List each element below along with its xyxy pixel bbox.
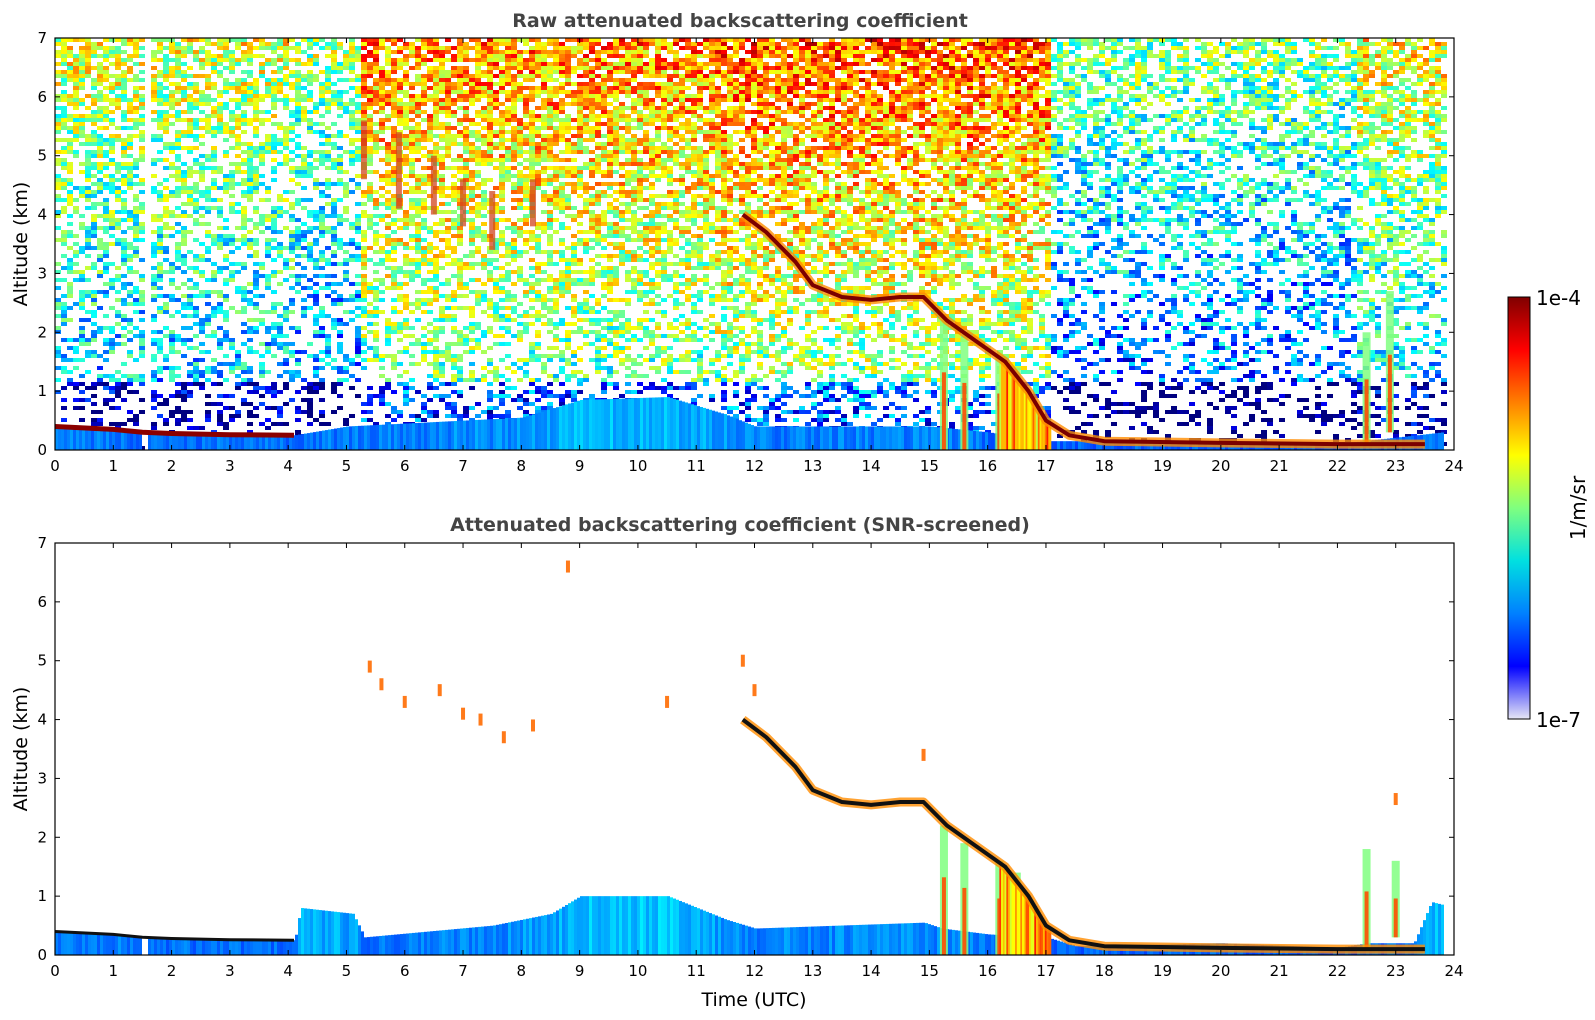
x-tick-label: 17	[1036, 457, 1055, 475]
x-tick-label: 22	[1328, 962, 1347, 980]
x-tick-label: 15	[920, 962, 939, 980]
x-tick-label: 9	[575, 962, 585, 980]
y-tick-label: 0	[37, 441, 47, 459]
x-tick-label: 10	[628, 457, 647, 475]
x-tick-label: 11	[687, 962, 706, 980]
x-tick-label: 19	[1153, 457, 1172, 475]
x-tick-label: 10	[628, 962, 647, 980]
y-tick-label: 3	[37, 264, 47, 282]
panel-screened-ylabel: Altitude (km)	[10, 687, 32, 812]
panel-screened-xlabel: Time (UTC)	[700, 989, 806, 1011]
y-tick-label: 0	[37, 946, 47, 964]
x-tick-label: 21	[1270, 962, 1289, 980]
y-tick-label: 4	[37, 711, 47, 729]
colorbar-min-label: 1e-7	[1536, 708, 1581, 732]
x-tick-label: 0	[50, 457, 60, 475]
colorbar-max-label: 1e-4	[1536, 286, 1581, 310]
x-tick-label: 4	[283, 457, 293, 475]
panel-raw-axes: 0 1 2 3 4 5 6 7 8 9 10 11 12 13 14 15 16 17 18 19 20 21 22 23 24…	[37, 29, 1463, 475]
y-tick-label: 6	[37, 593, 47, 611]
x-tick-label: 18	[1095, 457, 1114, 475]
x-tick-label: 21	[1270, 457, 1289, 475]
x-tick-label: 7	[458, 457, 468, 475]
x-tick-label: 4	[283, 962, 293, 980]
y-tick-label: 4	[37, 206, 47, 224]
y-tick-label: 2	[37, 828, 47, 846]
panel-raw-title: Raw attenuated backscattering coefficien…	[512, 10, 968, 32]
x-tick-label: 23	[1386, 457, 1405, 475]
x-tick-label: 12	[745, 962, 764, 980]
x-tick-label: 8	[517, 457, 527, 475]
x-tick-label: 6	[400, 962, 410, 980]
y-tick-label: 7	[37, 534, 47, 552]
x-tick-label: 20	[1211, 962, 1230, 980]
colorbar-unit-label: 1/m/sr	[1566, 475, 1590, 540]
x-tick-label: 2	[167, 457, 177, 475]
panel-screened-title: Attenuated backscattering coefficient (S…	[450, 514, 1030, 536]
x-tick-label: 6	[400, 457, 410, 475]
x-tick-label: 17	[1036, 962, 1055, 980]
x-tick-label: 5	[342, 962, 352, 980]
x-tick-label: 19	[1153, 962, 1172, 980]
panel-screened-frame	[54, 542, 1455, 956]
x-tick-label: 1	[109, 457, 119, 475]
x-tick-label: 24	[1444, 457, 1463, 475]
x-tick-label: 13	[803, 962, 822, 980]
x-tick-label: 8	[517, 962, 527, 980]
x-tick-label: 13	[803, 457, 822, 475]
y-tick-label: 1	[37, 382, 47, 400]
panel-raw-ylabel: Altitude (km)	[10, 182, 32, 307]
panel-raw-heatmap	[55, 38, 1447, 450]
x-tick-label: 7	[458, 962, 468, 980]
y-tick-label: 3	[37, 769, 47, 787]
colorbar-gradient	[1507, 296, 1531, 720]
x-tick-label: 16	[978, 962, 997, 980]
y-tick-label: 6	[37, 88, 47, 106]
x-tick-label: 24	[1444, 962, 1463, 980]
x-tick-label: 18	[1095, 962, 1114, 980]
x-tick-label: 23	[1386, 962, 1405, 980]
x-tick-label: 5	[342, 457, 352, 475]
panel-screened-axes: 0 1 2 3 4 5 6 7 8 9 10 11 12 13 14 15 16 17 18 19 20 21 22 23 24…	[37, 534, 1463, 980]
x-tick-label: 1	[109, 962, 119, 980]
x-tick-label: 14	[862, 962, 881, 980]
x-tick-label: 12	[745, 457, 764, 475]
x-tick-label: 2	[167, 962, 177, 980]
x-tick-label: 14	[862, 457, 881, 475]
x-tick-label: 3	[225, 457, 235, 475]
y-tick-label: 2	[37, 323, 47, 341]
x-tick-label: 11	[687, 457, 706, 475]
x-tick-label: 3	[225, 962, 235, 980]
x-tick-label: 20	[1211, 457, 1230, 475]
y-tick-label: 5	[37, 147, 47, 165]
x-tick-label: 22	[1328, 457, 1347, 475]
y-tick-label: 7	[37, 29, 47, 47]
x-tick-label: 16	[978, 457, 997, 475]
x-tick-label: 15	[920, 457, 939, 475]
x-tick-label: 0	[50, 962, 60, 980]
panel-screened-heatmap	[55, 560, 1444, 955]
x-tick-label: 9	[575, 457, 585, 475]
colorbar: 1e-4 1e-7 1/m/sr	[1507, 286, 1590, 732]
panel-screened: Attenuated backscattering coefficient (S…	[10, 514, 1464, 1011]
panel-raw: Raw attenuated backscattering coefficien…	[10, 10, 1464, 475]
y-tick-label: 5	[37, 652, 47, 670]
y-tick-label: 1	[37, 887, 47, 905]
